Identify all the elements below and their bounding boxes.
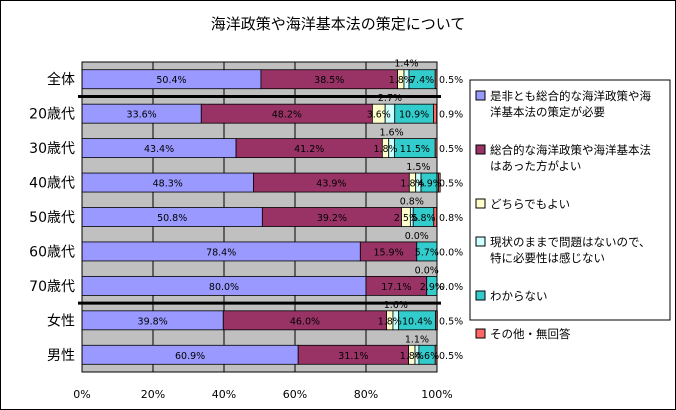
legend-swatch: [475, 198, 486, 209]
x-tick-label: 60%: [283, 388, 307, 401]
value-label: 50.4%: [156, 75, 186, 86]
value-label: 43.4%: [144, 144, 174, 155]
value-label: 80.0%: [209, 282, 239, 293]
value-label: 1.5%: [406, 162, 430, 173]
value-label: 1.8%: [400, 179, 424, 190]
value-label: 31.1%: [338, 351, 368, 362]
value-label: 0.5%: [439, 351, 463, 362]
category-label: 男性: [47, 348, 75, 364]
value-label: 50.8%: [157, 213, 187, 224]
legend: 是非とも総合的な海洋政策や海洋基本法の策定が必要総合的な海洋政策や海洋基本法はあ…: [469, 79, 671, 341]
value-label: 2.7%: [378, 93, 402, 104]
value-label: 1.8%: [389, 75, 413, 86]
value-label: 0.9%: [439, 110, 463, 121]
bar-segment: [433, 103, 438, 124]
value-label: 4.6%: [415, 351, 439, 362]
value-label: 2.5%: [394, 213, 418, 224]
value-label: 0.8%: [400, 197, 424, 208]
bar-segment: [438, 172, 441, 193]
value-label: 7.4%: [410, 75, 434, 86]
x-tick-label: 40%: [212, 388, 236, 401]
category-label: 20歳代: [29, 107, 75, 123]
value-label: 15.9%: [373, 247, 403, 258]
legend-box: [469, 79, 671, 321]
legend-label: わからない: [490, 289, 548, 303]
value-label: 5.8%: [411, 213, 435, 224]
value-label: 0.8%: [439, 213, 463, 224]
value-label: 0.0%: [415, 265, 439, 276]
x-tick-label: 80%: [354, 388, 378, 401]
category-label: 50歳代: [29, 210, 75, 226]
value-label: 46.0%: [290, 316, 320, 327]
plot-border: [81, 61, 438, 373]
legend-label: 総合的な海洋政策や海洋基本法はあった方がよい: [490, 143, 651, 173]
value-label: 1.6%: [379, 128, 403, 139]
value-label: 33.6%: [127, 110, 157, 121]
value-label: 5.7%: [415, 247, 439, 258]
value-label: 0.0%: [439, 282, 463, 293]
category-label: 女性: [47, 312, 75, 329]
value-label: 39.2%: [317, 213, 347, 224]
value-label: 2.9%: [420, 282, 444, 293]
x-tick-label: 20%: [141, 388, 165, 401]
legend-label: 現状のままで問題はないので、特に必要性は感じない: [490, 235, 651, 265]
value-label: 0.5%: [439, 144, 463, 155]
value-label: 4.9%: [418, 179, 442, 190]
value-label: 17.1%: [381, 282, 411, 293]
legend-swatch: [475, 144, 486, 155]
category-label: 30歳代: [29, 141, 75, 157]
category-label: 全体: [47, 71, 75, 88]
category-label: 70歳代: [29, 279, 75, 295]
value-label: 41.2%: [294, 144, 324, 155]
legend-swatch: [475, 328, 486, 339]
value-label: 0.5%: [439, 75, 463, 86]
value-label: 11.5%: [400, 144, 430, 155]
value-label: 48.3%: [153, 179, 183, 190]
value-label: 60.9%: [175, 351, 205, 362]
value-label: 0.5%: [439, 316, 463, 327]
value-label: 1.6%: [384, 300, 408, 311]
value-label: 78.4%: [206, 247, 236, 258]
chart-title: 海洋政策や海洋基本法の策定について: [211, 15, 466, 33]
value-label: 1.1%: [405, 334, 429, 345]
value-label: 1.8%: [400, 351, 424, 362]
category-label: 40歳代: [29, 176, 75, 192]
value-label: 10.9%: [399, 110, 429, 121]
value-label: 48.2%: [272, 110, 302, 121]
x-tick-label: 100%: [421, 388, 452, 401]
legend-swatch: [475, 236, 486, 247]
value-label: 0.0%: [405, 231, 429, 242]
value-label: 0.5%: [439, 179, 463, 190]
legend-swatch: [475, 290, 486, 301]
value-label: 38.5%: [314, 75, 344, 86]
value-label: 39.8%: [138, 316, 168, 327]
legend-label: どちらでもよい: [490, 197, 570, 211]
plot-layer: 全体 50.4% 38.5% 1.8% 1.4% 7.4% 0.5% 20歳代 33.6% 48.…: [29, 59, 463, 401]
value-label: 1.8%: [373, 144, 397, 155]
legend-label: 是非とも総合的な海洋政策や海洋基本法の策定が必要: [490, 89, 651, 119]
value-label: 43.9%: [316, 179, 346, 190]
legend-label: その他・無回答: [490, 327, 571, 341]
x-tick-label: 0%: [73, 388, 90, 401]
value-label: 10.4%: [402, 316, 432, 327]
value-label: 1.8%: [378, 316, 402, 327]
value-label: 0.0%: [439, 247, 463, 258]
value-label: 1.4%: [394, 59, 418, 70]
legend-swatch: [475, 90, 486, 101]
value-label: 3.6%: [367, 110, 391, 121]
category-label: 60歳代: [29, 244, 75, 260]
